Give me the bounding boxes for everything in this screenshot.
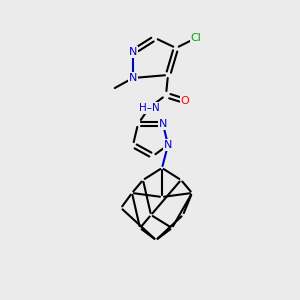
Text: H–N: H–N [139, 103, 159, 113]
Text: N: N [159, 119, 167, 129]
Text: N: N [129, 47, 137, 57]
Text: O: O [181, 96, 189, 106]
Text: N: N [129, 73, 137, 83]
Text: N: N [164, 140, 172, 150]
Text: Cl: Cl [190, 33, 201, 43]
